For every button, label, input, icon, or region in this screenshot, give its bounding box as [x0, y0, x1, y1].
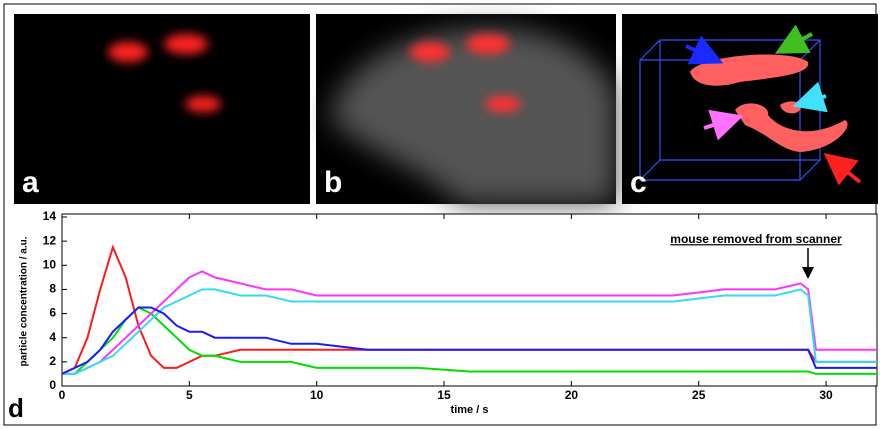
y-tick-label: 8 — [49, 282, 56, 296]
series-line — [62, 270, 877, 375]
y-tick-label: 2 — [49, 354, 56, 368]
panel-label: d — [8, 393, 24, 423]
y-axis-label: particle concentration / a.u. — [19, 236, 30, 366]
panel-label: b — [324, 166, 342, 199]
x-tick-label: 5 — [186, 388, 193, 402]
chart: 0 2 4 6 8 10 12 14 0 5 10 15 20 25 30 time / s particle … — [19, 209, 878, 416]
x-tick-label: 15 — [437, 388, 451, 402]
x-tick-label: 0 — [59, 388, 66, 402]
y-tick-label: 0 — [49, 378, 56, 392]
series-line — [62, 288, 877, 375]
x-axis-label: time / s — [451, 404, 489, 416]
panel-b: b — [316, 14, 616, 204]
y-tick-label: 6 — [49, 306, 56, 320]
x-tick-label: 10 — [310, 388, 324, 402]
panel-label: c — [630, 166, 647, 199]
y-tick-label: 14 — [43, 209, 57, 223]
y-tick-label: 4 — [49, 330, 56, 344]
panel-a: a — [14, 14, 310, 204]
series-line — [61, 306, 877, 375]
panel-c: c — [622, 14, 878, 204]
panel-label: a — [22, 166, 39, 199]
y-tick-label: 10 — [43, 257, 57, 271]
x-tick-label: 30 — [819, 388, 833, 402]
annotation: mouse removed from scanner — [670, 232, 842, 246]
y-tick-label: 12 — [43, 233, 57, 247]
x-tick-label: 25 — [692, 388, 706, 402]
x-tick-label: 20 — [565, 388, 579, 402]
